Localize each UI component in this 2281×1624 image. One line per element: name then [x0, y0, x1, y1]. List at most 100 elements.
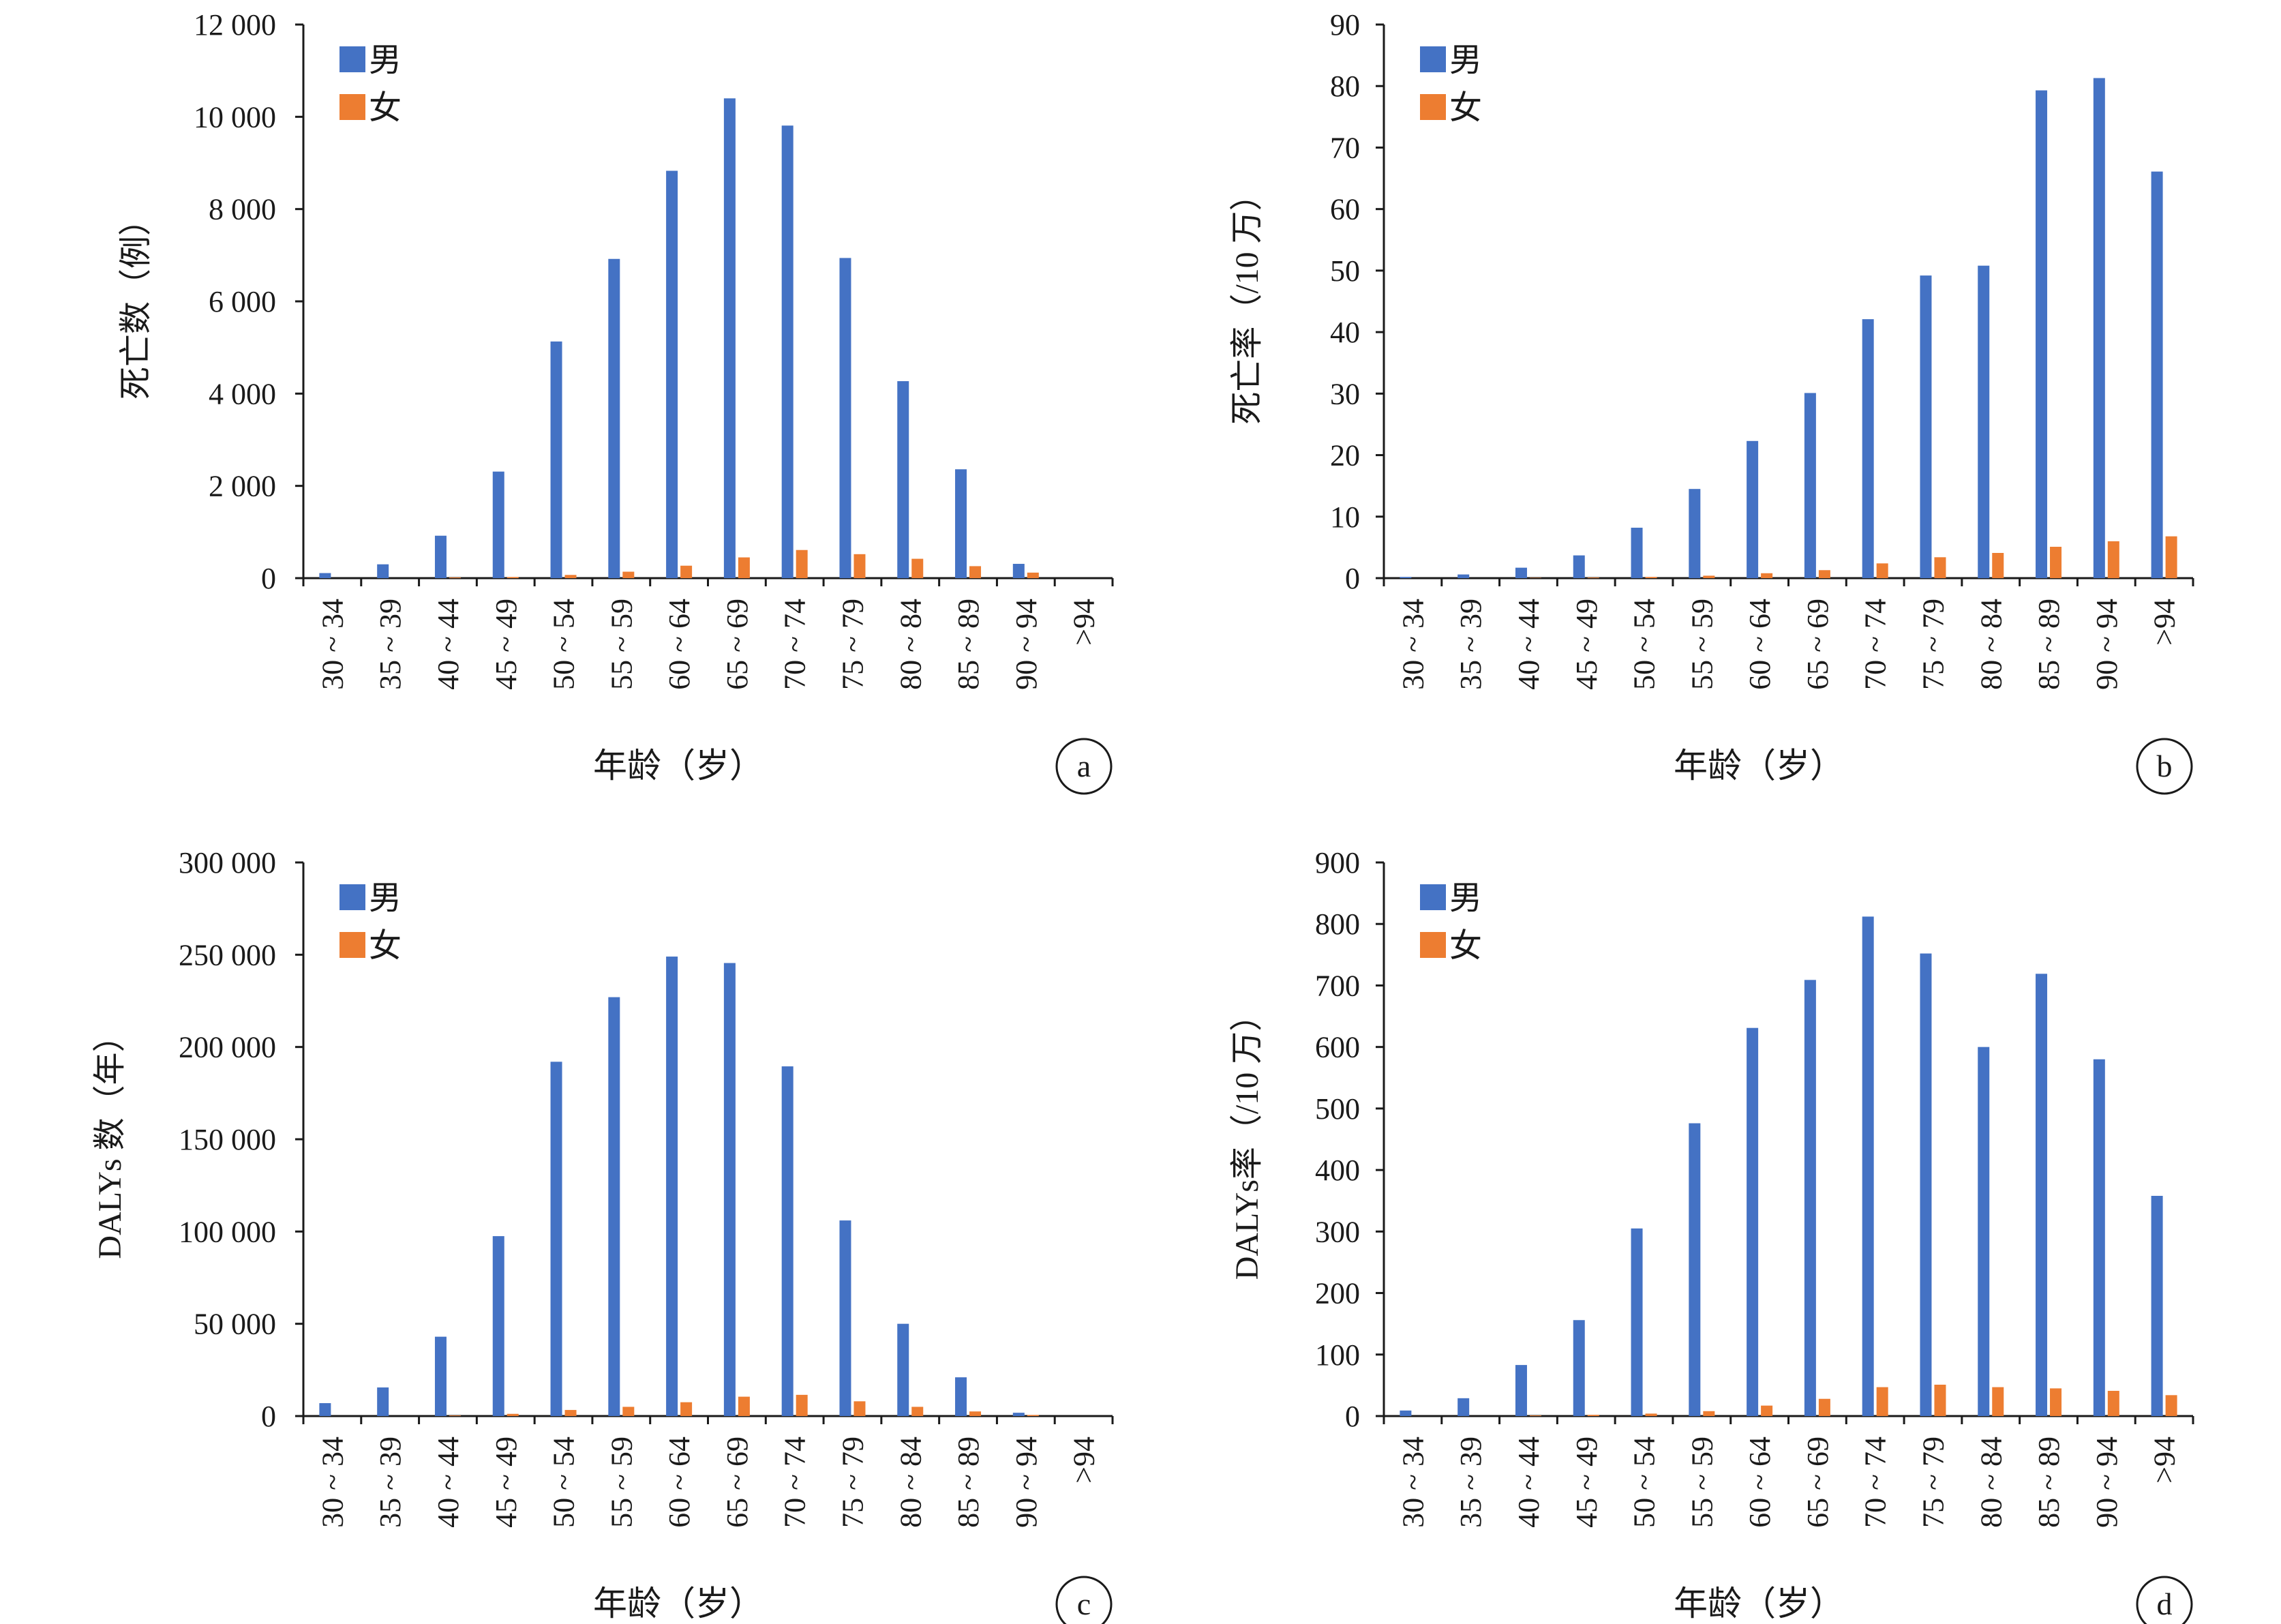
- y-tick-label: 0: [1345, 562, 1360, 595]
- bar-female: [911, 1407, 924, 1416]
- y-tick-label: 0: [1345, 1400, 1360, 1433]
- bar-male: [2093, 78, 2105, 578]
- y-tick-label: 250 000: [179, 938, 276, 972]
- y-axis-title: 死亡数（例）: [118, 203, 154, 400]
- bar-female: [507, 577, 519, 578]
- bar-male: [955, 1377, 967, 1416]
- bar-female: [1703, 575, 1715, 578]
- legend-label: 男: [369, 880, 402, 916]
- x-tick-label: 40 ~ 44: [432, 599, 465, 690]
- legend-label: 男: [1449, 880, 1482, 916]
- bar-male: [550, 1062, 562, 1416]
- x-tick-label: 65 ~ 69: [721, 599, 754, 690]
- legend-swatch: [1420, 46, 1446, 72]
- bar-female: [796, 550, 808, 578]
- y-tick-label: 150 000: [179, 1123, 276, 1156]
- panel-label-circle: [2136, 1576, 2193, 1624]
- legend-swatch: [1420, 884, 1446, 910]
- bar-female: [854, 1401, 866, 1416]
- x-tick-label: 55 ~ 59: [605, 599, 638, 690]
- bar-male: [1400, 1410, 1412, 1416]
- x-axis-title: 年龄（岁）: [1674, 747, 1844, 785]
- bar-male: [2036, 90, 2048, 578]
- y-tick-label: 100: [1315, 1338, 1360, 1372]
- bar-female: [449, 1415, 461, 1416]
- y-tick-label: 400: [1315, 1154, 1360, 1187]
- bar-female: [1818, 1398, 1830, 1416]
- bar-male: [2036, 974, 2048, 1416]
- x-tick-label: >94: [2148, 1437, 2181, 1484]
- bar-male: [1012, 1413, 1025, 1416]
- bar-male: [550, 341, 562, 578]
- y-axis-title: DALYs率（/10 万）: [1229, 999, 1265, 1280]
- legend-label: 男: [369, 42, 402, 78]
- x-tick-label: 50 ~ 54: [1628, 599, 1661, 690]
- x-tick-label: 90 ~ 94: [1010, 599, 1043, 690]
- bar-male: [1573, 555, 1585, 578]
- legend-swatch: [1420, 94, 1446, 120]
- bar-female: [1992, 1387, 2004, 1416]
- bar-male: [1515, 567, 1527, 578]
- y-axis-title: DALYs 数（年）: [92, 1019, 128, 1259]
- y-tick-label: 30: [1330, 377, 1360, 410]
- bar-female: [1027, 572, 1039, 578]
- x-tick-label: 45 ~ 49: [1570, 1437, 1603, 1528]
- x-tick-label: 65 ~ 69: [1801, 1437, 1834, 1528]
- y-tick-label: 4 000: [209, 377, 276, 410]
- x-tick-label: 35 ~ 39: [374, 599, 407, 690]
- bar-female: [2050, 1388, 2062, 1416]
- bar-female: [1761, 1405, 1773, 1416]
- bar-male: [781, 1066, 794, 1416]
- bar-female: [969, 566, 982, 578]
- y-tick-label: 40: [1330, 316, 1360, 349]
- bar-female: [2050, 546, 2062, 578]
- bar-male: [1631, 1228, 1643, 1416]
- x-tick-label: 30 ~ 34: [1396, 1437, 1430, 1528]
- y-tick-label: 200 000: [179, 1031, 276, 1064]
- bar-male: [1978, 1047, 1990, 1416]
- y-tick-label: 70: [1330, 131, 1360, 164]
- chart-panel-d: 0 100 200 300 400 500 600 700 800 900 30 ~ 34 35 ~ …: [1229, 846, 2194, 1624]
- x-tick-label: 75 ~ 79: [1916, 1437, 1950, 1528]
- y-tick-label: 20: [1330, 439, 1360, 472]
- bar-male: [1747, 1027, 1759, 1416]
- bar-male: [723, 98, 736, 578]
- y-tick-label: 100 000: [179, 1215, 276, 1248]
- x-tick-label: 35 ~ 39: [1454, 599, 1487, 690]
- bar-female: [2107, 1391, 2119, 1416]
- bar-female: [564, 1410, 577, 1416]
- bar-male: [1920, 275, 1932, 578]
- legend-label: 女: [369, 928, 402, 964]
- x-tick-label: 40 ~ 44: [432, 1437, 465, 1528]
- bar-male: [1689, 489, 1701, 578]
- x-tick-label: 90 ~ 94: [2090, 599, 2124, 690]
- bar-male: [1400, 577, 1412, 578]
- panel-label-circle: [1055, 738, 1113, 795]
- x-tick-label: >94: [1068, 1437, 1101, 1484]
- x-tick-label: 60 ~ 64: [663, 1437, 696, 1528]
- legend-label: 女: [1449, 928, 1482, 964]
- bar-male: [492, 1236, 504, 1416]
- chart-panel-c: 0 50 000 100 000 150 000 200 000 250 000 300 0…: [92, 846, 1114, 1624]
- panel-label-circle: [2136, 738, 2193, 795]
- x-tick-label: >94: [1068, 599, 1101, 646]
- x-tick-label: 35 ~ 39: [1454, 1437, 1487, 1528]
- bar-male: [839, 1220, 851, 1416]
- bar-female: [1027, 1415, 1039, 1416]
- bar-female: [1876, 563, 1888, 578]
- legend-swatch: [339, 884, 365, 910]
- y-tick-label: 200: [1315, 1277, 1360, 1310]
- bar-male: [1978, 265, 1990, 578]
- bar-male: [319, 573, 331, 578]
- bar-male: [1862, 319, 1874, 578]
- y-tick-label: 2 000: [209, 470, 276, 503]
- chart-panel-b: 0 10 20 30 40 50 60 70 80 90 30 ~ 34 35 ~ 39 40 ~ 44…: [1229, 8, 2194, 795]
- bar-female: [1587, 1415, 1599, 1416]
- y-tick-label: 60: [1330, 193, 1360, 226]
- x-tick-label: 85 ~ 89: [2032, 599, 2066, 690]
- bar-male: [897, 1323, 909, 1416]
- x-tick-label: 55 ~ 59: [1685, 1437, 1719, 1528]
- y-tick-label: 700: [1315, 969, 1360, 1002]
- bar-female: [911, 558, 924, 578]
- bar-male: [1457, 1398, 1470, 1416]
